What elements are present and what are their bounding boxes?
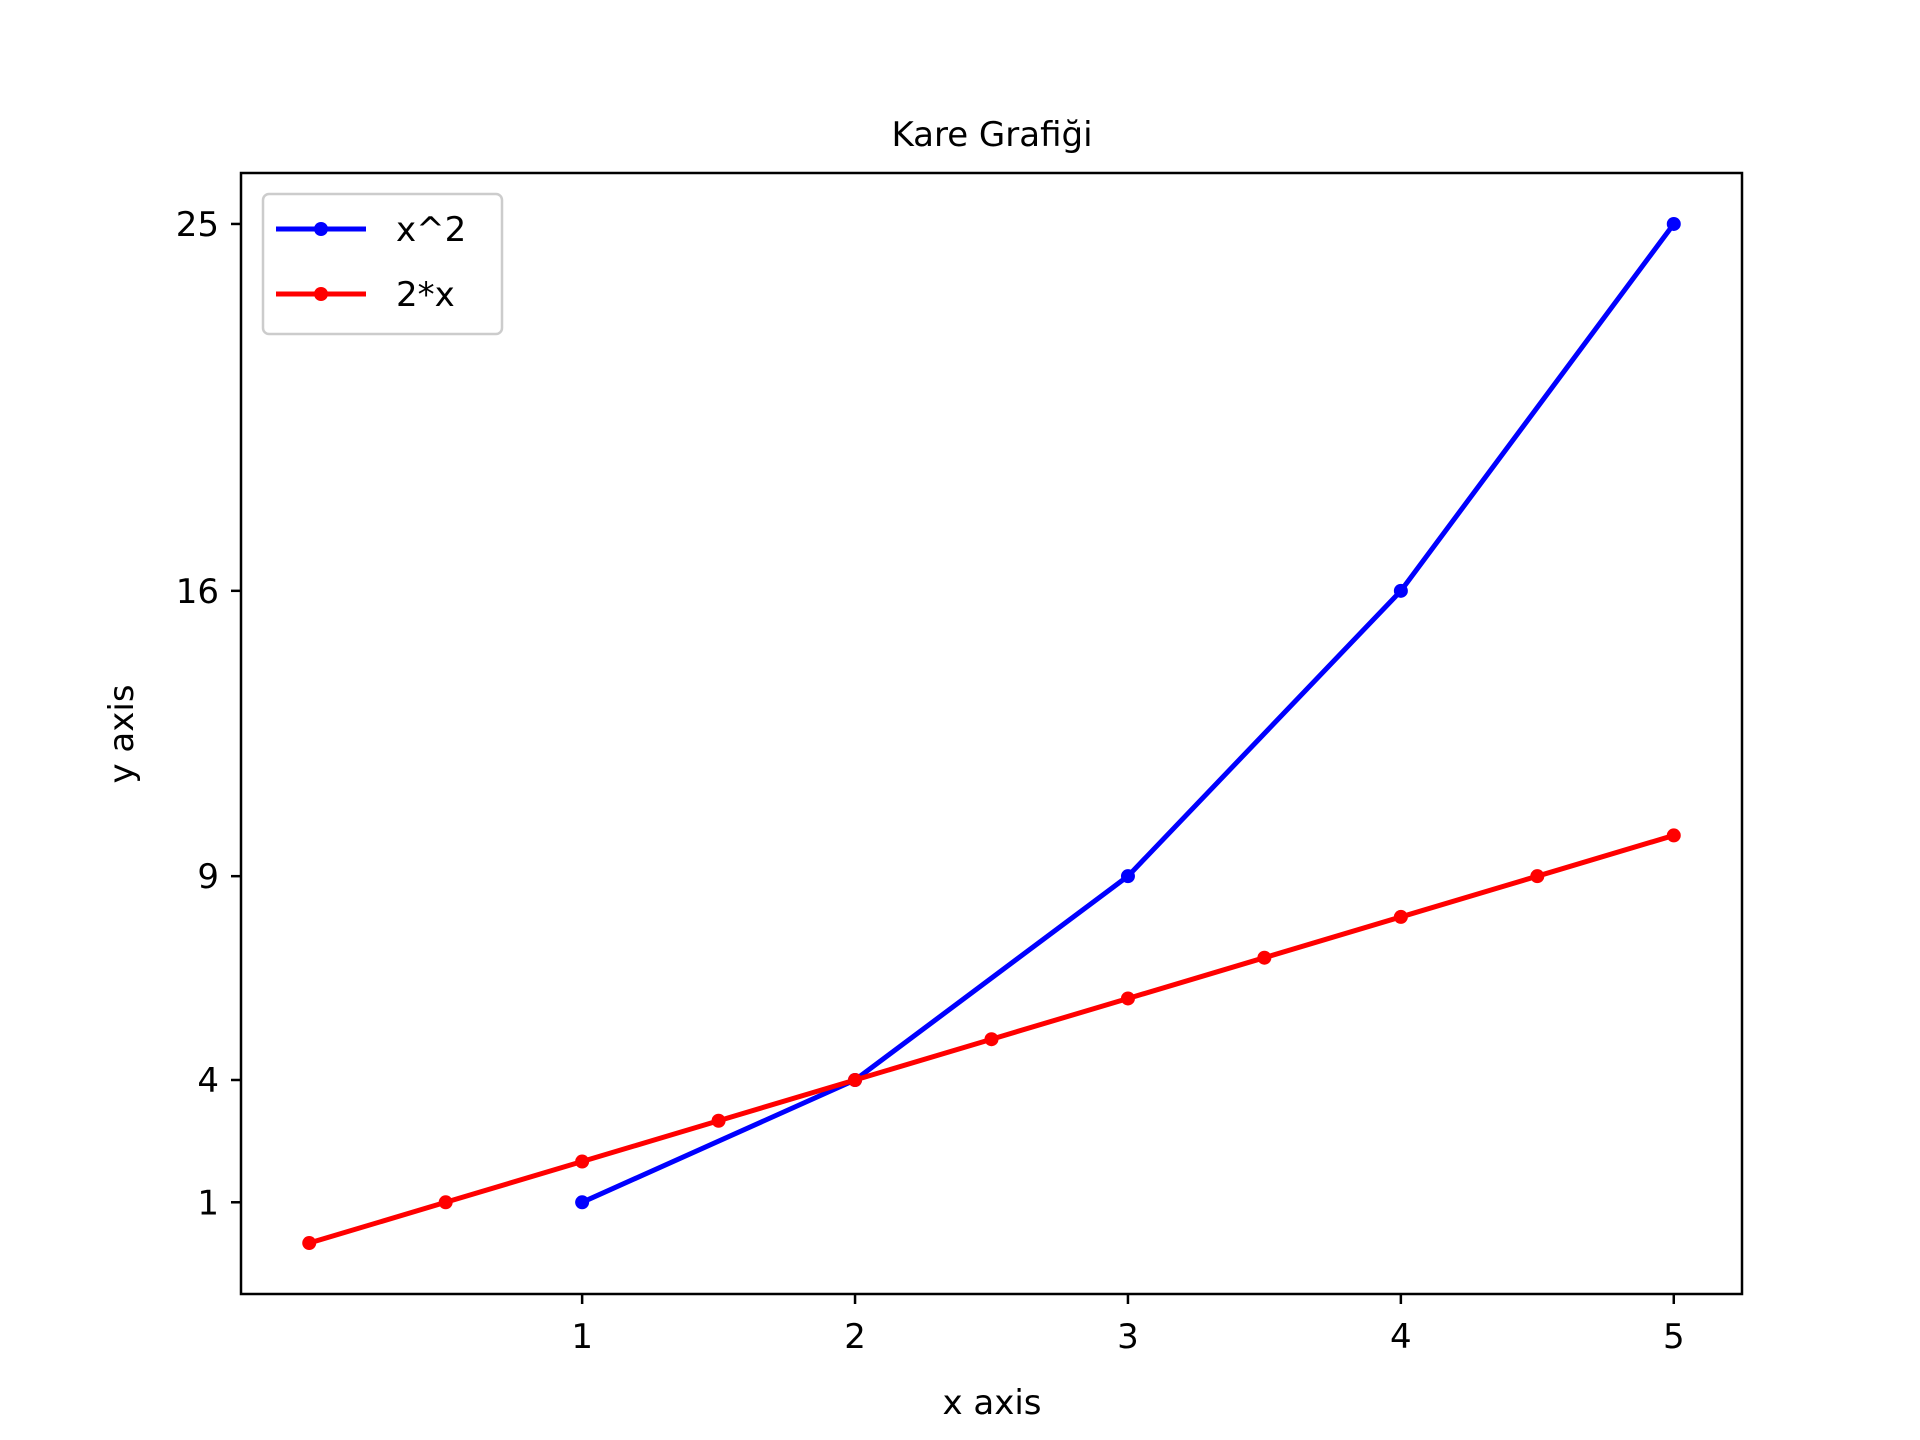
y-tick-label: 9	[197, 857, 219, 897]
legend-label-2x: 2*x	[396, 275, 455, 315]
data-point-series-0	[1666, 216, 1681, 231]
y-tick-label: 1	[197, 1183, 219, 1223]
data-point-series-0	[1120, 869, 1135, 884]
y-tick-label: 25	[176, 205, 219, 245]
legend: x^2 2*x	[261, 192, 504, 336]
plot-frame	[239, 171, 1744, 1296]
series-layer	[302, 216, 1681, 1251]
data-point-series-0	[575, 1195, 590, 1210]
data-point-series-1	[1257, 950, 1272, 965]
plot-area	[241, 173, 1742, 1294]
x-tick-label: 3	[1117, 1317, 1139, 1357]
y-tick-label: 4	[197, 1061, 219, 1101]
y-axis-label: y axis	[102, 684, 142, 783]
data-point-series-1	[1530, 869, 1545, 884]
data-point-series-1	[302, 1236, 317, 1251]
data-point-series-1	[1120, 991, 1135, 1006]
x-axis-label: x axis	[942, 1383, 1041, 1423]
data-point-series-1	[1393, 909, 1408, 924]
y-axis-ticks: 1 4 9 16 25	[176, 205, 241, 1223]
data-point-series-1	[711, 1113, 726, 1128]
data-point-series-1	[575, 1154, 590, 1169]
x-tick-label: 2	[844, 1317, 866, 1357]
x-axis-ticks: 1 2 3 4 5	[571, 1294, 1685, 1357]
data-point-series-1	[848, 1072, 863, 1087]
y-tick-label: 16	[176, 572, 219, 612]
x-tick-label: 1	[571, 1317, 593, 1357]
data-point-series-1	[438, 1195, 453, 1210]
chart-title: Kare Grafiği	[891, 115, 1092, 155]
legend-marker-2x	[314, 287, 328, 301]
x-tick-label: 5	[1663, 1317, 1685, 1357]
legend-label-x-squared: x^2	[396, 210, 466, 250]
data-point-series-1	[1666, 828, 1681, 843]
data-point-series-0	[1393, 583, 1408, 598]
data-point-series-1	[984, 1032, 999, 1047]
x-tick-label: 4	[1390, 1317, 1412, 1357]
legend-marker-x-squared	[314, 222, 328, 236]
